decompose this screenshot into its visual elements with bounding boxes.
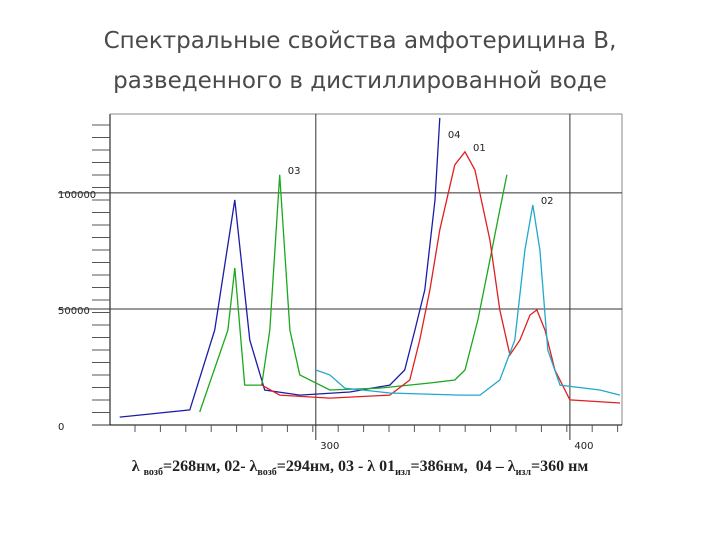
- series-label: 04: [448, 130, 461, 141]
- caption-text: =268нм, 02- λ: [162, 458, 258, 475]
- y-tick-label: 100000: [58, 190, 96, 201]
- series-line: [199, 174, 508, 413]
- caption-subscript: возб: [143, 467, 163, 479]
- series-label: 02: [541, 196, 554, 207]
- y-tick-label: 50000: [58, 306, 90, 317]
- caption-subscript: изл: [515, 467, 532, 479]
- caption-subscript: возб: [257, 467, 277, 479]
- title-line: разведенного в дистиллированной воде: [113, 68, 607, 94]
- caption-subscript: изл: [395, 467, 411, 479]
- caption-text: =386нм, 04 – λ: [410, 458, 516, 475]
- series-label: 01: [473, 143, 486, 154]
- chart: 0 50000 100000 300 400 04 03 01 02: [58, 113, 623, 450]
- caption-text: =360 нм: [531, 458, 589, 475]
- title-line: Спектральные свойства амфотерицина В,: [103, 28, 617, 54]
- series-label: 03: [288, 166, 301, 177]
- x-tick-label: 300: [320, 441, 339, 450]
- caption-text: =294нм, 03 - λ 01: [276, 458, 396, 475]
- series-line: [119, 117, 441, 418]
- caption-text: λ: [131, 458, 144, 475]
- series-line: [315, 204, 621, 396]
- x-tick-label: 400: [574, 441, 593, 450]
- series-line: [261, 150, 621, 404]
- caption: λ возб=268нм, 02- λвозб=294нм, 03 - λ 01…: [0, 458, 720, 478]
- y-tick-label: 0: [58, 422, 64, 433]
